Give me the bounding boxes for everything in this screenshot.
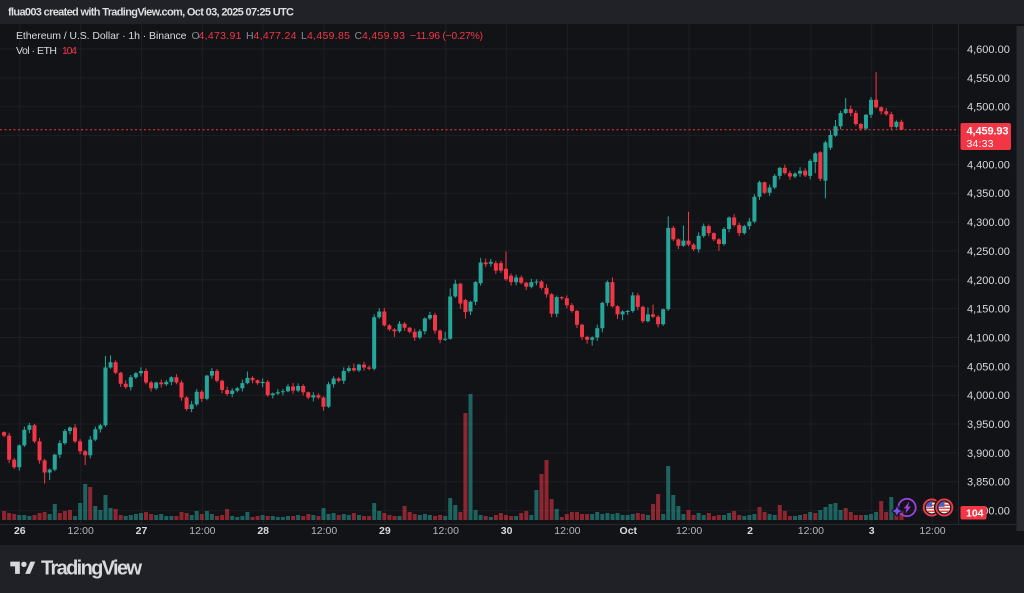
svg-text:L: L: [301, 30, 307, 42]
svg-text:12:00: 12:00: [189, 525, 215, 537]
svg-text:3,950.00: 3,950.00: [967, 419, 1010, 431]
svg-text:4,350.00: 4,350.00: [967, 188, 1010, 200]
svg-text:4,000.00: 4,000.00: [967, 390, 1010, 402]
svg-text:29: 29: [379, 525, 391, 537]
svg-text:TradingView: TradingView: [41, 558, 142, 580]
svg-text:4,459.93: 4,459.93: [967, 126, 1009, 138]
svg-text:27: 27: [136, 525, 148, 537]
svg-text:4,400.00: 4,400.00: [967, 159, 1010, 171]
svg-text:12:00: 12:00: [919, 525, 945, 537]
svg-text:Vol · ETH: Vol · ETH: [16, 45, 57, 57]
svg-text:4,100.00: 4,100.00: [967, 333, 1010, 345]
svg-text:4,600.00: 4,600.00: [967, 44, 1010, 56]
svg-text:104: 104: [62, 45, 77, 57]
svg-text:C: C: [355, 30, 363, 42]
svg-text:12:00: 12:00: [311, 525, 337, 537]
svg-text:3,850.00: 3,850.00: [967, 477, 1010, 489]
svg-text:2: 2: [747, 525, 753, 537]
svg-text:104: 104: [966, 508, 984, 520]
svg-text:H: H: [246, 30, 254, 42]
svg-text:4,250.00: 4,250.00: [967, 246, 1010, 258]
svg-text:4,550.00: 4,550.00: [967, 73, 1010, 85]
svg-text:O: O: [192, 30, 200, 42]
svg-text:4,200.00: 4,200.00: [967, 275, 1010, 287]
svg-text:4,050.00: 4,050.00: [967, 361, 1010, 373]
svg-text:4,300.00: 4,300.00: [967, 217, 1010, 229]
svg-text:4,473.91: 4,473.91: [199, 30, 242, 42]
svg-text:Ethereum / U.S. Dollar · 1h ·: Ethereum / U.S. Dollar · 1h · Binance: [16, 30, 187, 42]
svg-text:3,900.00: 3,900.00: [967, 448, 1010, 460]
svg-text:4,500.00: 4,500.00: [967, 102, 1010, 114]
svg-text:4,477.24: 4,477.24: [254, 30, 297, 42]
svg-text:12:00: 12:00: [676, 525, 702, 537]
svg-text:26: 26: [14, 525, 26, 537]
svg-text:28: 28: [257, 525, 269, 537]
svg-text:4,459.93: 4,459.93: [362, 30, 405, 42]
svg-text:12:00: 12:00: [433, 525, 459, 537]
svg-text:34:33: 34:33: [967, 138, 994, 150]
svg-text:−11.96 (−0.27%): −11.96 (−0.27%): [410, 30, 483, 42]
svg-text:flua003 created with TradingVi: flua003 created with TradingView.com, Oc…: [8, 7, 294, 19]
svg-text:12:00: 12:00: [798, 525, 824, 537]
svg-text:12:00: 12:00: [68, 525, 94, 537]
svg-text:30: 30: [501, 525, 513, 537]
svg-text:4,150.00: 4,150.00: [967, 304, 1010, 316]
svg-text:Oct: Oct: [620, 525, 638, 537]
svg-text:12:00: 12:00: [554, 525, 580, 537]
svg-text:4,459.85: 4,459.85: [307, 30, 350, 42]
svg-text:3: 3: [869, 525, 875, 537]
